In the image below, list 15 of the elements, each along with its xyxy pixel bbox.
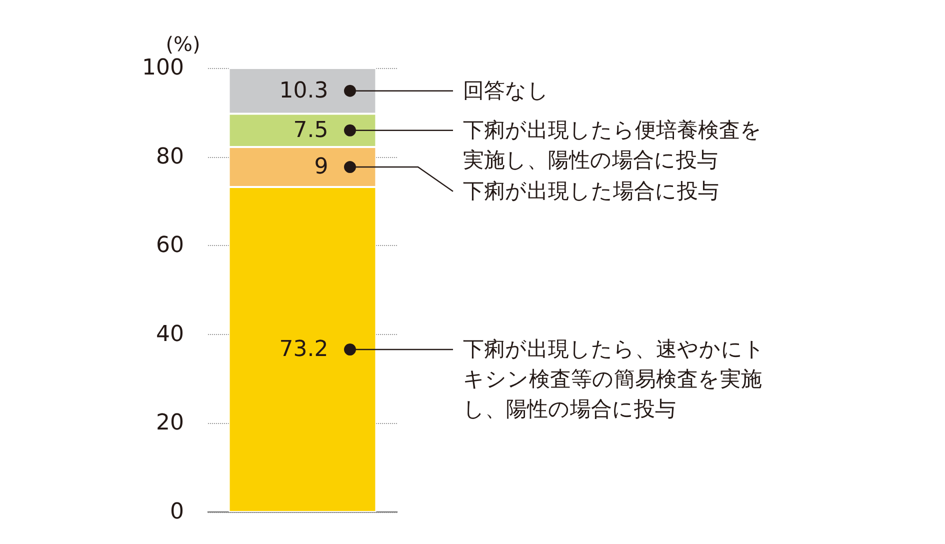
- text: 回答なし: [463, 79, 549, 102]
- text: 下痢が出現した場合に投与: [463, 180, 719, 203]
- y-tick-label: 40: [156, 322, 184, 347]
- text: 下痢が出現したら、速やかにトキシン検査等の簡易検査を実施し、陽性の場合に投与: [463, 338, 765, 421]
- y-tick-label: 80: [156, 144, 184, 170]
- text: 下痢が出現したら便培養検査を実施し、陽性の場合に投与: [463, 118, 762, 172]
- data-label: 7.5: [293, 118, 328, 143]
- data-label: 9: [314, 154, 328, 180]
- data-label: 73.2: [279, 336, 328, 362]
- y-tick-label: 0: [170, 500, 184, 524]
- y-tick-label: 60: [156, 233, 184, 258]
- y-tick-label: 20: [156, 410, 184, 436]
- y-tick-label: 100: [142, 56, 184, 80]
- data-label: 10.3: [279, 78, 328, 104]
- y-axis-title: (%): [166, 32, 200, 56]
